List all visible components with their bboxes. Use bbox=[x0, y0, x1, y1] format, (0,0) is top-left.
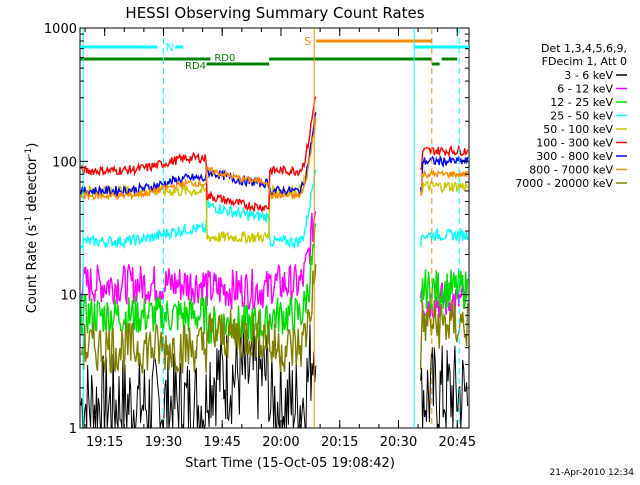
x-tick-label: 19:45 bbox=[203, 435, 240, 450]
rd0-flag-label: RD0 bbox=[214, 53, 235, 64]
series-line-1 bbox=[80, 211, 469, 319]
legend-header-line2: FDecim 1, Att 0 bbox=[542, 55, 627, 68]
y-axis-label: Count Rate (s-1 detector-1) bbox=[24, 143, 40, 314]
legend-label-7: 800 - 7000 keV bbox=[529, 164, 613, 177]
legend-header-line1: Det 1,3,4,5,6,9, bbox=[541, 42, 627, 55]
series-line-3 bbox=[80, 169, 469, 250]
y-tick-label: 1 bbox=[69, 422, 77, 437]
y-tick-label: 1000 bbox=[44, 22, 77, 37]
y-tick-label: 10 bbox=[60, 289, 77, 304]
y-tick-label: 100 bbox=[52, 155, 77, 170]
legend-label-4: 50 - 100 keV bbox=[543, 123, 613, 136]
series-line-0 bbox=[80, 323, 469, 430]
legend-label-5: 100 - 300 keV bbox=[536, 137, 613, 150]
x-tick-label: 20:30 bbox=[380, 435, 417, 450]
series-line-7 bbox=[80, 118, 469, 202]
n-flag-label: N bbox=[165, 41, 173, 54]
x-tick-label: 20:00 bbox=[262, 435, 299, 450]
rd4-flag-label: RD4 bbox=[185, 61, 206, 72]
axes-layer: 19:15 19:30 19:45 20:00 20:15 20:30 20:45 1 10 10… bbox=[44, 22, 476, 450]
legend-label-8: 7000 - 20000 keV bbox=[515, 177, 613, 190]
x-axis-label: Start Time (15-Oct-05 19:08:42) bbox=[185, 456, 395, 471]
legend-label-2: 12 - 25 keV bbox=[550, 96, 613, 109]
series-line-2 bbox=[80, 223, 469, 345]
x-tick-label: 20:45 bbox=[439, 435, 476, 450]
x-tick-label: 19:15 bbox=[86, 435, 123, 450]
series-line-8 bbox=[80, 264, 469, 374]
legend-label-6: 300 - 800 keV bbox=[536, 150, 613, 163]
series-line-6 bbox=[80, 112, 469, 198]
legend-label-1: 6 - 12 keV bbox=[557, 83, 613, 96]
x-tick-label: 19:30 bbox=[145, 435, 182, 450]
data-layer: N S RD0 RD4 bbox=[80, 28, 469, 430]
series-line-5 bbox=[80, 96, 469, 214]
chart-title: HESSI Observing Summary Count Rates bbox=[125, 4, 424, 22]
legend-label-0: 3 - 6 keV bbox=[564, 69, 613, 82]
s-flag-label: S bbox=[304, 35, 311, 48]
series-line-4 bbox=[80, 113, 469, 245]
x-tick-label: 20:15 bbox=[321, 435, 358, 450]
footer-date: 21-Apr-2010 12:34 bbox=[550, 468, 635, 478]
plot-frame bbox=[79, 27, 470, 429]
legend-label-3: 25 - 50 keV bbox=[550, 110, 613, 123]
